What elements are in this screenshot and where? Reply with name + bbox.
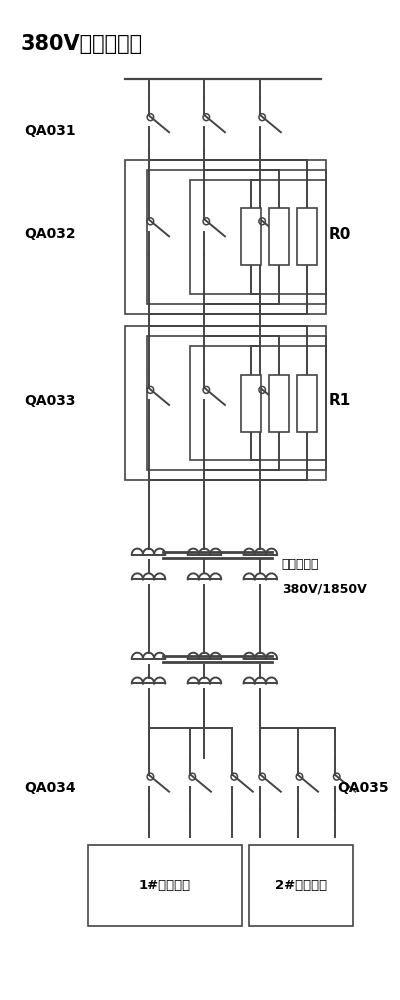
Text: R1: R1 <box>328 393 350 408</box>
Bar <box>147 170 326 304</box>
Bar <box>241 375 261 432</box>
Bar <box>269 375 289 432</box>
Bar <box>190 180 326 294</box>
Bar <box>125 160 326 314</box>
Text: 380V低压配电网: 380V低压配电网 <box>21 34 143 54</box>
Bar <box>241 208 261 265</box>
Bar <box>88 845 242 926</box>
Text: QA035: QA035 <box>338 781 389 795</box>
Bar <box>297 375 317 432</box>
Bar <box>297 208 317 265</box>
Text: 1#功率回路: 1#功率回路 <box>139 879 191 892</box>
Bar <box>190 346 326 460</box>
Bar <box>125 326 326 480</box>
Text: QA032: QA032 <box>25 227 76 241</box>
Text: 2#功率回路: 2#功率回路 <box>275 879 327 892</box>
Text: QA034: QA034 <box>25 781 76 795</box>
Bar <box>269 208 289 265</box>
Text: R0: R0 <box>328 227 351 242</box>
Text: 充电变压器: 充电变压器 <box>282 558 319 571</box>
Text: 380V/1850V: 380V/1850V <box>282 583 366 596</box>
Bar <box>249 845 354 926</box>
Text: QA033: QA033 <box>25 394 76 408</box>
Bar <box>147 336 326 470</box>
Text: QA031: QA031 <box>25 124 76 138</box>
